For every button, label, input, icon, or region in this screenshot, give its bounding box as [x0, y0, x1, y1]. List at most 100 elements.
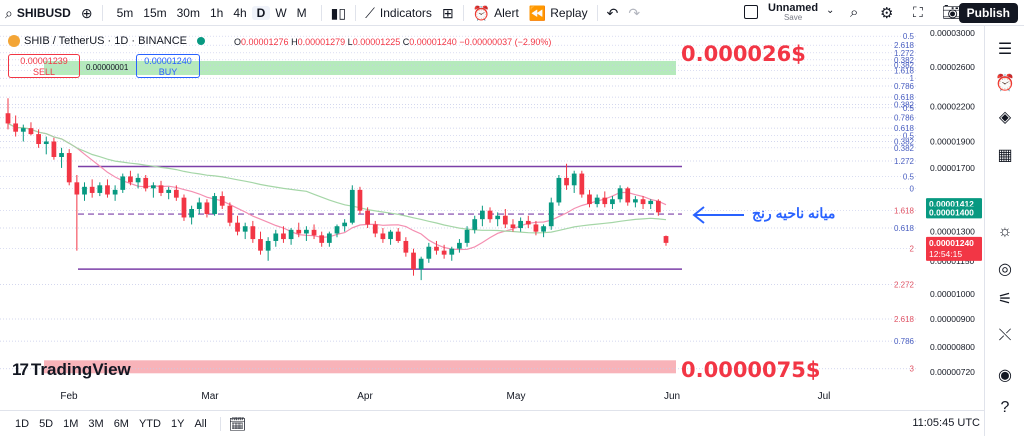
sell-label: SELL	[32, 67, 56, 77]
candle-body	[120, 176, 126, 190]
publish-button[interactable]: Publish	[958, 3, 1018, 23]
candle-body	[219, 196, 225, 206]
calendar-icon[interactable]: ▦	[997, 147, 1013, 164]
timeframe-30m[interactable]: 30m	[176, 5, 200, 20]
pattern-icon[interactable]: ⤬	[998, 327, 1012, 344]
timeframe-1h[interactable]: 1h	[209, 5, 224, 20]
drawing-tool-icon[interactable]: ⚟	[997, 291, 1013, 308]
alert-button[interactable]: ⏰ Alert	[468, 0, 524, 26]
tradingview-logo[interactable]: 17 TradingView	[12, 360, 131, 380]
candle-body	[89, 186, 95, 193]
range-ytd[interactable]: YTD	[138, 417, 161, 430]
candle-body	[418, 258, 424, 270]
candle-body	[533, 224, 539, 232]
candle-body	[189, 209, 194, 218]
chevron-down-icon[interactable]: ⌄	[826, 5, 835, 16]
price-tick: 0.00001300	[930, 227, 975, 237]
time-axis: Feb Mar Apr May Jun Jul	[60, 391, 830, 402]
indicators-button[interactable]: ⟋ Indicators	[360, 0, 437, 26]
indicators-label: Indicators	[379, 5, 432, 20]
range-1m[interactable]: 1M	[63, 417, 79, 430]
fib-label: 0.786	[894, 337, 915, 346]
compare-button[interactable]: ⊕	[76, 0, 98, 26]
legend-title: SHIB / TetherUS · 1D · BINANCE	[24, 35, 188, 47]
candle-body	[564, 177, 569, 186]
timeframe-5m[interactable]: 5m	[116, 5, 134, 20]
ideas-icon[interactable]: ☼	[997, 223, 1013, 240]
timeframe-w[interactable]: W	[275, 5, 287, 20]
range-5d[interactable]: 5D	[39, 417, 54, 430]
range-1d[interactable]: 1D	[15, 417, 30, 430]
layers-icon[interactable]: ◈	[998, 109, 1012, 126]
price-chart[interactable]: 0.52.6181.2720.3820.3821.61810.7860.6180…	[0, 27, 984, 410]
fib-label: 1.272	[894, 49, 915, 58]
watchlist-icon[interactable]: ☰	[997, 41, 1013, 58]
plus-circle-icon: ⊕	[80, 4, 93, 21]
fib-label: 0.786	[894, 114, 915, 123]
quick-search-icon[interactable]: ⌕	[850, 4, 859, 21]
alarm-icon[interactable]: ⏰	[995, 75, 1015, 92]
candle-body	[166, 189, 172, 193]
candle-body	[51, 141, 57, 157]
undo-button[interactable]: ↶	[602, 0, 624, 26]
symbol-search[interactable]: ⌕ SHIBUSD	[0, 0, 76, 26]
change-value: −0.00000037 (−2.90%)	[459, 37, 552, 47]
candle-body	[640, 199, 646, 205]
bell-icon[interactable]: ◎	[998, 261, 1012, 278]
tradingview-text: TradingView	[30, 360, 131, 379]
candle-body	[633, 199, 638, 203]
layout-name[interactable]: Unnamed Save	[768, 2, 818, 23]
range-1y[interactable]: 1Y	[170, 417, 185, 430]
fib-label: 0.382	[894, 137, 915, 146]
price-tick: 0.00000900	[930, 314, 975, 324]
redo-button[interactable]: ↷	[623, 0, 645, 26]
buy-button[interactable]: 0.00001240 BUY	[136, 54, 200, 78]
settings-icon[interactable]: ⚙	[880, 5, 894, 22]
candle-body	[579, 173, 585, 195]
fib-label: 0.382	[894, 101, 915, 110]
upper-target-label: 0.000026$	[681, 42, 806, 66]
candle-body	[548, 202, 554, 227]
price-tick: 0.00000720	[930, 367, 975, 377]
close-label: C	[402, 37, 410, 47]
candle-body	[648, 200, 654, 205]
templates-button[interactable]: ⊞	[437, 0, 459, 26]
time-tick: Feb	[60, 391, 78, 402]
timeframe-15m[interactable]: 15m	[143, 5, 167, 20]
range-6m[interactable]: 6M	[113, 417, 129, 430]
candle-body	[594, 197, 600, 205]
symbol-label: SHIBUSD	[16, 5, 71, 20]
timeframe-d[interactable]: D	[251, 5, 271, 20]
last-price-bg	[926, 236, 982, 261]
candle-body	[457, 242, 462, 249]
fib-levels: 0.52.6181.2720.3820.3821.61810.7860.6180…	[0, 32, 918, 374]
utc-clock[interactable]: 11:05:45 UTC	[912, 417, 980, 429]
top-toolbar: ⌕ SHIBUSD ⊕ 5m 15m 30m 1h 4h D W M ▮▯ ⟋ …	[0, 0, 1024, 26]
sell-button[interactable]: 0.00001239 SELL	[8, 54, 80, 78]
chart-type-button[interactable]: ▮▯	[326, 0, 351, 26]
layout-save-label: Save	[783, 13, 803, 23]
candle-body	[502, 215, 508, 225]
fullscreen-icon[interactable]: ⛶	[913, 4, 923, 20]
broadcast-icon[interactable]: ◉	[998, 367, 1012, 384]
help-icon[interactable]: ?	[1000, 399, 1010, 416]
right-sidebar: ☰ ⏰ ◈ ▦ ☼ ◎ ⚟ ⤬ ◉ ?	[984, 26, 1024, 436]
price-tag-1: 0.00001412	[929, 199, 974, 209]
candle-body	[602, 197, 608, 205]
tradingview-mark: 17	[12, 360, 29, 379]
camera-icon[interactable]: 📷︎	[942, 4, 962, 21]
candle-body	[273, 233, 279, 241]
layout-checkbox[interactable]	[744, 5, 758, 19]
calendar-range-icon[interactable]: 🗓︎	[228, 415, 247, 432]
price-tick: 0.00001900	[930, 136, 975, 146]
replay-button[interactable]: ⏪ Replay	[524, 0, 593, 26]
range-all[interactable]: All	[194, 417, 207, 430]
range-3m[interactable]: 3M	[88, 417, 104, 430]
divider	[320, 4, 322, 21]
target-zones	[44, 60, 676, 374]
candle-body	[196, 202, 202, 210]
candle-body	[43, 141, 49, 145]
candle-body	[36, 134, 41, 145]
timeframe-4h[interactable]: 4h	[233, 5, 247, 20]
timeframe-m[interactable]: M	[296, 5, 307, 20]
